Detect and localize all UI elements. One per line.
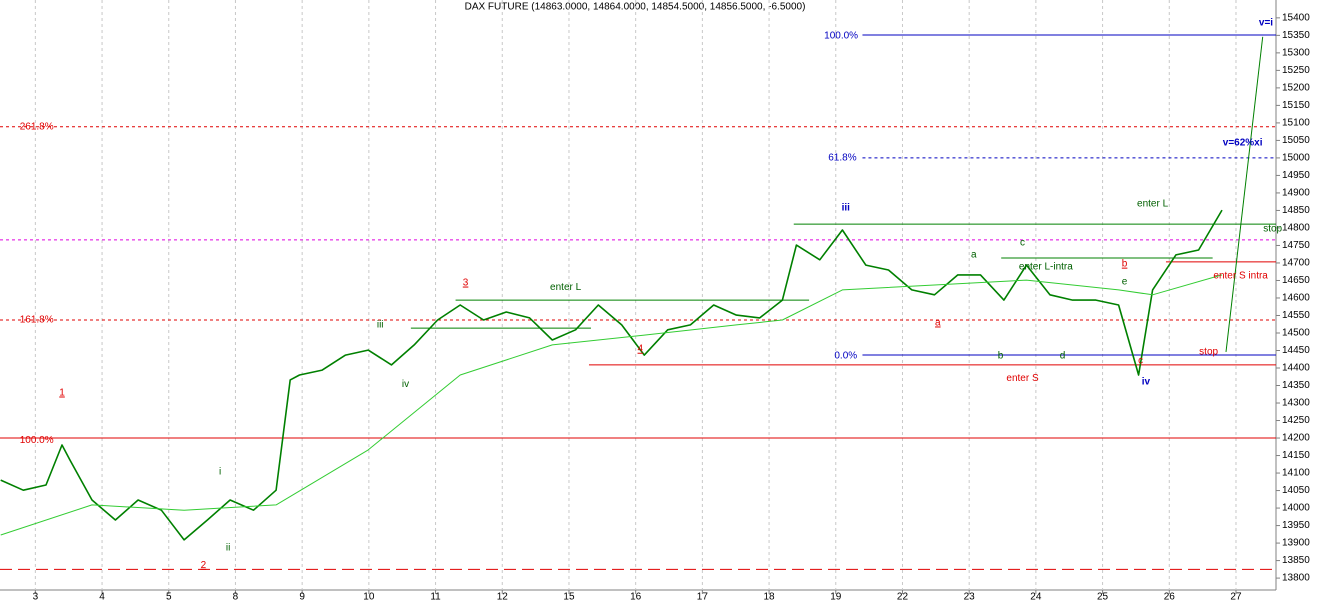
- annotation: enter S intra: [1213, 271, 1268, 282]
- chart-title: DAX FUTURE (14863.0000, 14864.0000, 1485…: [465, 2, 806, 13]
- x-tick-label: 26: [1164, 592, 1176, 602]
- y-tick-label: 14350: [1282, 380, 1310, 391]
- y-tick-label: 14650: [1282, 275, 1310, 286]
- x-tick-label: 12: [497, 592, 509, 602]
- annotation: enter L-intra: [1019, 261, 1073, 272]
- annotation: 2: [201, 560, 207, 571]
- annotation: enter L: [1137, 198, 1169, 209]
- annotation: 1: [59, 388, 65, 399]
- y-tick-label: 14050: [1282, 485, 1310, 496]
- x-tick-label: 17: [697, 592, 709, 602]
- y-tick-label: 13900: [1282, 538, 1310, 549]
- x-tick-label: 15: [563, 592, 575, 602]
- annotation: iii: [377, 320, 384, 331]
- annotation: iv: [402, 379, 409, 390]
- y-tick-label: 15350: [1282, 30, 1310, 41]
- annotation: a: [971, 250, 977, 261]
- annotation: 61.8%: [828, 153, 856, 164]
- y-tick-label: 14100: [1282, 468, 1310, 479]
- annotation: enter S: [1006, 373, 1039, 384]
- y-tick-label: 14750: [1282, 240, 1310, 251]
- annotation: v=i: [1259, 17, 1273, 28]
- y-tick-label: 14400: [1282, 363, 1310, 374]
- annotation: e: [1122, 277, 1128, 288]
- y-tick-label: 14900: [1282, 188, 1310, 199]
- x-tick-label: 5: [166, 592, 172, 602]
- x-tick-label: 8: [233, 592, 239, 602]
- annotation: d: [1060, 351, 1066, 362]
- y-tick-label: 15050: [1282, 135, 1310, 146]
- annotation: ii: [226, 543, 230, 554]
- y-tick-label: 14150: [1282, 450, 1310, 461]
- y-tick-label: 14700: [1282, 258, 1310, 269]
- annotation: i: [219, 467, 221, 478]
- y-tick-label: 14000: [1282, 503, 1310, 514]
- x-tick-label: 22: [897, 592, 909, 602]
- y-tick-label: 14800: [1282, 223, 1310, 234]
- y-tick-label: 15150: [1282, 100, 1310, 111]
- x-tick-label: 23: [964, 592, 976, 602]
- y-tick-label: 15300: [1282, 48, 1310, 59]
- y-tick-label: 15000: [1282, 153, 1310, 164]
- x-tick-label: 18: [764, 592, 776, 602]
- x-tick-label: 3: [33, 592, 39, 602]
- y-tick-label: 14950: [1282, 170, 1310, 181]
- x-tick-label: 9: [299, 592, 305, 602]
- annotation: 4: [638, 344, 644, 355]
- x-tick-label: 24: [1030, 592, 1042, 602]
- x-tick-label: 10: [363, 592, 375, 602]
- price-line: [0, 209, 1223, 541]
- annotation: b: [998, 351, 1004, 362]
- x-tick-label: 4: [99, 592, 105, 602]
- annotation: a: [935, 317, 941, 328]
- price-line: [0, 274, 1223, 536]
- annotation: b: [1122, 259, 1128, 270]
- y-tick-label: 14500: [1282, 328, 1310, 339]
- annotation: 3: [463, 278, 469, 289]
- annotation: 0.0%: [834, 351, 857, 362]
- y-tick-label: 14450: [1282, 345, 1310, 356]
- x-tick-label: 11: [430, 592, 441, 602]
- annotation: 161.8%: [20, 315, 54, 326]
- annotation: enter L: [550, 282, 582, 293]
- annotation: stop: [1199, 347, 1218, 358]
- annotation: stop: [1263, 224, 1282, 235]
- x-tick-label: 27: [1230, 592, 1242, 602]
- y-tick-label: 15400: [1282, 12, 1310, 23]
- annotation: 261.8%: [20, 121, 54, 132]
- x-tick-label: 19: [830, 592, 842, 602]
- y-tick-label: 15100: [1282, 118, 1310, 129]
- x-tick-label: 16: [630, 592, 642, 602]
- y-tick-label: 15250: [1282, 65, 1310, 76]
- y-tick-label: 14300: [1282, 398, 1310, 409]
- y-tick-label: 14200: [1282, 433, 1310, 444]
- y-tick-label: 14550: [1282, 310, 1310, 321]
- annotation: c: [1020, 238, 1025, 249]
- annotation: 100.0%: [824, 30, 858, 41]
- y-tick-label: 13800: [1282, 573, 1310, 584]
- annotation: iii: [842, 203, 851, 214]
- y-tick-label: 14850: [1282, 205, 1310, 216]
- annotation: v=62%xi: [1223, 138, 1263, 149]
- y-tick-label: 13850: [1282, 555, 1310, 566]
- y-tick-label: 14250: [1282, 415, 1310, 426]
- y-tick-label: 15200: [1282, 83, 1310, 94]
- x-tick-label: 25: [1097, 592, 1109, 602]
- y-tick-label: 14600: [1282, 293, 1310, 304]
- annotation: c: [1138, 356, 1143, 367]
- annotation: 100.0%: [20, 435, 54, 446]
- annotation: iv: [1142, 377, 1151, 388]
- y-tick-label: 13950: [1282, 520, 1310, 531]
- price-line: [1225, 36, 1264, 352]
